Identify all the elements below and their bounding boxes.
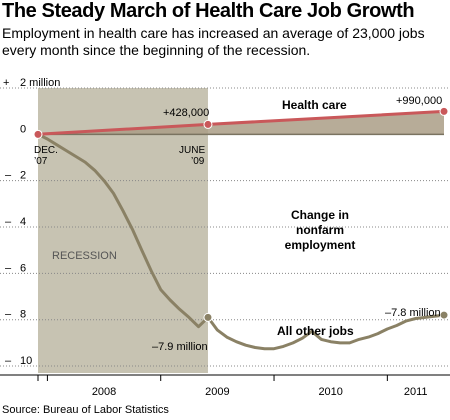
recession-band [38, 88, 208, 373]
x-axis-labels: 2008 2009 2010 2011 [92, 386, 428, 398]
label-all-other-jobs: All other jobs [277, 324, 354, 338]
label-change-line3: employment [285, 238, 356, 252]
y-tick-sign: – [5, 170, 12, 182]
y-tick-sign: – [5, 355, 12, 367]
y-tick-label: 8 [20, 309, 26, 321]
annotation-minus-7-8: –7.8 million [385, 307, 441, 319]
x-tick-label: 2008 [92, 386, 116, 398]
label-change-line1: Change in [291, 208, 349, 222]
data-point-marker [203, 119, 213, 129]
annotation-plus-990000: +990,000 [396, 95, 442, 107]
y-tick-sign: + [3, 77, 9, 89]
label-health-care: Health care [282, 98, 347, 112]
y-tick-label: 10 [20, 355, 32, 367]
annotation-june-line1: JUNE [179, 145, 205, 156]
x-axis-ticks [37, 375, 388, 381]
x-tick-label: 2010 [318, 386, 342, 398]
y-tick-label: 4 [20, 216, 26, 228]
y-axis-ticks: 2 million+02–4–6–8–10– [3, 77, 60, 367]
annotation-minus-7-9: –7.9 million [152, 341, 208, 353]
annotation-june-line2: ’09 [191, 156, 205, 167]
y-tick-sign: – [5, 216, 12, 228]
data-point-marker [203, 312, 213, 322]
markers [33, 106, 449, 322]
y-tick-label: 6 [20, 262, 26, 274]
source-note: Source: Bureau of Labor Statistics [2, 404, 169, 416]
y-tick-label: 2 [20, 170, 26, 182]
x-tick-label: 2009 [205, 386, 229, 398]
y-tick-sign: – [5, 262, 12, 274]
annotation-dec-line1: DEC. [34, 145, 58, 156]
annotation-dec-line2: ’07 [34, 156, 48, 167]
series-line-all-other-jobs [37, 132, 445, 351]
data-point-marker [439, 310, 449, 320]
chart-subtitle: Employment in health care has increased … [2, 25, 425, 58]
y-tick-sign: – [5, 309, 12, 321]
chart-title: The Steady March of Health Care Job Grow… [2, 0, 415, 22]
y-tick-label: 2 million [20, 77, 60, 89]
annotation-plus-428000: +428,000 [163, 107, 209, 119]
label-change-line2: nonfarm [296, 223, 344, 237]
data-point-marker [33, 129, 43, 139]
y-tick-label: 0 [20, 123, 26, 135]
recession-label: RECESSION [52, 250, 117, 262]
gridlines [0, 87, 450, 367]
x-tick-label: 2011 [404, 386, 428, 398]
data-point-marker [439, 106, 449, 116]
